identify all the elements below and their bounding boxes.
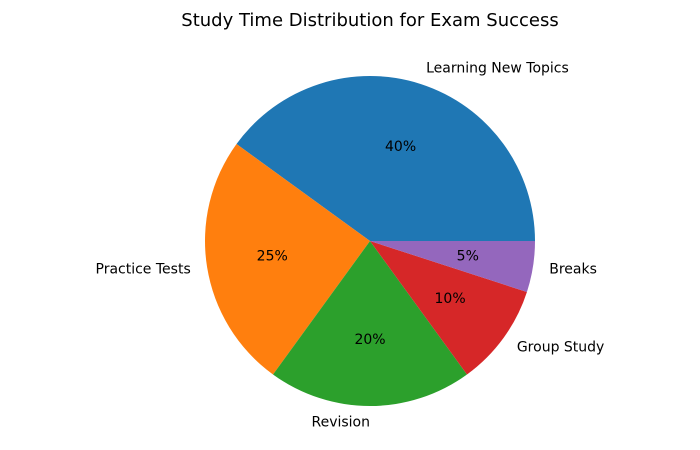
pie-slice-practice-tests (205, 144, 370, 375)
pie-slice-group-study (370, 241, 527, 375)
slice-label-learning-new-topics: Learning New Topics (426, 60, 569, 76)
pie-slice-revision (273, 241, 467, 406)
slice-label-practice-tests: Practice Tests (96, 261, 191, 277)
slice-label-group-study: Group Study (517, 340, 605, 356)
slice-label-revision: Revision (311, 415, 370, 431)
pct-label-group-study: 10% (435, 291, 466, 307)
pie-slices (205, 75, 535, 406)
pct-label-learning-new-topics: 40% (385, 139, 416, 155)
pct-label-practice-tests: 25% (257, 248, 288, 264)
slice-label-breaks: Breaks (549, 261, 597, 277)
percent-labels: 40% 25% 20% 10% 5% (257, 139, 479, 348)
chart-title: Study Time Distribution for Exam Success (181, 10, 558, 31)
pct-label-breaks: 5% (457, 248, 479, 264)
pct-label-revision: 20% (354, 332, 385, 348)
pie-slice-breaks (370, 241, 535, 292)
pie-slice-learning-new-topics (236, 75, 535, 241)
slice-labels: Learning New Topics Practice Tests Revisio… (96, 60, 605, 430)
